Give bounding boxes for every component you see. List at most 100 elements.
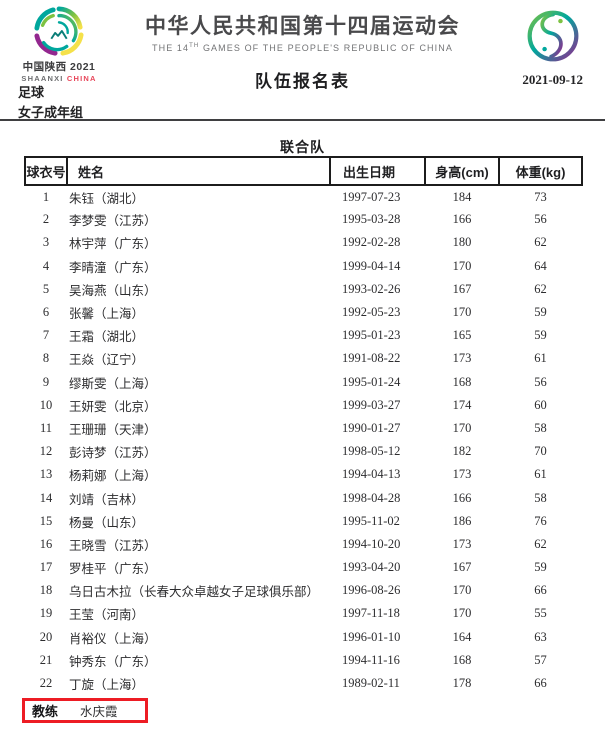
games-emblem: 中国陕西 2021 SHAANXI CHINA — [16, 6, 102, 83]
birth-date: 1994-11-16 — [342, 652, 400, 667]
player-name: 肖裕仪（上海） — [69, 631, 157, 646]
height-value: 170 — [452, 606, 472, 621]
height-value: 174 — [452, 397, 472, 412]
jersey-number: 15 — [39, 513, 53, 528]
player-name: 王霜（湖北） — [69, 330, 145, 345]
birth-date: 1995-01-24 — [342, 374, 401, 389]
birth-date: 1996-01-10 — [342, 629, 401, 644]
player-name: 刘靖（吉林） — [69, 492, 145, 507]
player-row: 17 罗桂平（广东） 1993-04-20 167 59 — [25, 556, 582, 579]
document-date: 2021-09-12 — [522, 72, 583, 87]
jersey-number: 3 — [42, 235, 50, 250]
jersey-number: 16 — [39, 536, 53, 551]
emblem-caption-en: SHAANXI CHINA — [21, 74, 97, 83]
player-row: 9 缪斯雯（上海） 1995-01-24 168 56 — [25, 371, 582, 394]
birth-date: 1994-04-13 — [342, 467, 401, 482]
player-name: 张馨（上海） — [69, 307, 145, 322]
birth-date: 1999-04-14 — [342, 258, 401, 273]
birth-date: 1993-04-20 — [342, 560, 401, 575]
weight-value: 58 — [534, 420, 547, 435]
player-row: 13 杨莉娜（上海） 1994-04-13 173 61 — [25, 463, 582, 486]
birth-date: 1990-01-27 — [342, 420, 401, 435]
jersey-number: 6 — [42, 305, 50, 320]
height-value: 173 — [452, 351, 472, 366]
coach-name: 水庆霞 — [80, 705, 118, 719]
player-row: 8 王焱（辽宁） 1991-08-22 173 61 — [25, 347, 582, 370]
birth-date: 1997-07-23 — [342, 189, 401, 204]
jersey-number: 9 — [42, 374, 50, 389]
birth-date: 1993-02-26 — [342, 281, 401, 296]
jersey-number: 13 — [39, 467, 53, 482]
weight-value: 66 — [534, 583, 547, 598]
page-title: 中华人民共和国第十四届运动会 — [145, 15, 460, 38]
player-name: 林宇萍（广东） — [69, 237, 157, 252]
height-value: 178 — [452, 676, 472, 691]
height-value: 170 — [452, 420, 472, 435]
player-name: 罗桂平（广东） — [69, 562, 157, 577]
player-name: 乌日古木拉（长春大众卓越女子足球俱乐部） — [69, 585, 320, 600]
roster-table: 球衣号 姓名 出生日期 身高(cm) 体重(kg) 1 朱钰（湖北） 1997-… — [24, 156, 583, 695]
weight-value: 76 — [534, 513, 547, 528]
jersey-number: 19 — [39, 606, 53, 621]
height-value: 164 — [452, 629, 472, 644]
player-row: 5 吴海燕（山东） 1993-02-26 167 62 — [25, 278, 582, 301]
jersey-number: 5 — [42, 281, 50, 296]
player-name: 王晓雪（江苏） — [69, 538, 157, 553]
birth-date: 1998-05-12 — [342, 444, 401, 459]
height-value: 182 — [452, 444, 472, 459]
col-header-jersey-number: 球衣号 — [24, 156, 68, 186]
height-value: 167 — [452, 281, 472, 296]
player-row: 2 李梦雯（江苏） 1995-03-28 166 56 — [25, 208, 582, 231]
player-name: 杨曼（山东） — [69, 515, 145, 530]
player-name: 吴海燕（山东） — [69, 283, 157, 298]
sport-label: 足球 — [18, 85, 45, 100]
mascot-logo — [525, 8, 585, 69]
roster-table-header: 球衣号 姓名 出生日期 身高(cm) 体重(kg) — [24, 156, 583, 186]
player-row: 3 林宇萍（广东） 1992-02-28 180 62 — [25, 231, 582, 254]
jersey-number: 8 — [42, 351, 50, 366]
jersey-number: 22 — [39, 676, 53, 691]
player-row: 18 乌日古木拉（长春大众卓越女子足球俱乐部） 1996-08-26 170 6… — [25, 579, 582, 602]
player-row: 1 朱钰（湖北） 1997-07-23 184 73 — [25, 185, 582, 208]
weight-value: 62 — [534, 235, 547, 250]
birth-date: 1989-02-11 — [342, 676, 400, 691]
birth-date: 1992-05-23 — [342, 305, 401, 320]
birth-date: 1995-03-28 — [342, 212, 401, 227]
team-name: 联合队 — [280, 141, 325, 156]
birth-date: 1991-08-22 — [342, 351, 401, 366]
weight-value: 61 — [534, 467, 547, 482]
player-row: 7 王霜（湖北） 1995-01-23 165 59 — [25, 324, 582, 347]
birth-date: 1994-10-20 — [342, 536, 401, 551]
birth-date: 1995-11-02 — [342, 513, 400, 528]
birth-date: 1996-08-26 — [342, 583, 401, 598]
jersey-number: 10 — [39, 397, 53, 412]
weight-value: 61 — [534, 351, 547, 366]
shaanxi-games-emblem-icon — [34, 6, 84, 56]
player-name: 朱钰（湖北） — [69, 191, 145, 206]
height-value: 170 — [452, 305, 472, 320]
player-row: 15 杨曼（山东） 1995-11-02 186 76 — [25, 510, 582, 533]
birth-date: 1995-01-23 — [342, 328, 401, 343]
height-value: 168 — [452, 374, 472, 389]
player-row: 22 丁旋（上海） 1989-02-11 178 66 — [25, 672, 582, 695]
height-value: 170 — [452, 258, 472, 273]
weight-value: 62 — [534, 536, 547, 551]
weight-value: 73 — [534, 189, 547, 204]
height-value: 186 — [452, 513, 472, 528]
height-value: 167 — [452, 560, 472, 575]
birth-date: 1999-03-27 — [342, 397, 401, 412]
weight-value: 59 — [534, 305, 547, 320]
weight-value: 66 — [534, 676, 547, 691]
weight-value: 62 — [534, 281, 547, 296]
height-value: 166 — [452, 212, 472, 227]
height-value: 170 — [452, 583, 472, 598]
col-header-name: 姓名 — [66, 156, 331, 186]
col-header-weight: 体重(kg) — [498, 156, 583, 186]
player-row: 10 王妍雯（北京） 1999-03-27 174 60 — [25, 394, 582, 417]
player-name: 王莹（河南） — [69, 608, 145, 623]
jersey-number: 12 — [39, 444, 53, 459]
form-title: 队伍报名表 — [255, 72, 350, 91]
jersey-number: 14 — [39, 490, 53, 505]
weight-value: 57 — [534, 652, 547, 667]
height-value: 180 — [452, 235, 472, 250]
